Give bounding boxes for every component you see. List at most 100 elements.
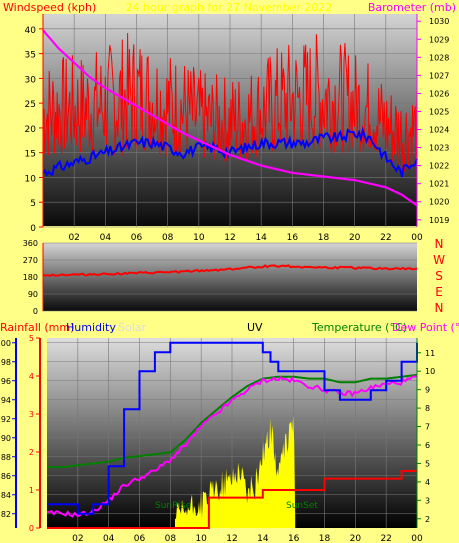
barometer-tick-label: 1030 <box>429 17 449 26</box>
humidity-tick-label: 100 <box>0 339 11 348</box>
sunrise-label: SunRise <box>155 501 192 511</box>
temperature-line <box>47 373 418 469</box>
wind-x-tick-label: 18 <box>318 233 330 243</box>
climate-x-tick-label: 22 <box>380 534 391 543</box>
temperature-tick-label: 2 <box>425 515 430 524</box>
barometer-tick-label: 1027 <box>429 71 449 80</box>
compass-labels: N W S E N <box>433 237 445 315</box>
climate-x-tick-label: 04 <box>103 534 115 543</box>
temperature-tick-label: 6 <box>425 441 430 450</box>
wind-x-tick-label: 20 <box>349 233 361 243</box>
windspeed-axis-label: Windspeed (kph) <box>3 1 96 14</box>
uv-label: UV <box>247 321 263 334</box>
barometer-tick-label: 1020 <box>429 198 449 207</box>
barometer-tick-label: 1026 <box>429 89 449 98</box>
direction-tick-label: 270 <box>23 256 38 265</box>
rainfall-tick-label: 1 <box>29 486 34 495</box>
compass-n-top: N <box>435 237 444 251</box>
rainfall-tick-label: 2 <box>29 448 34 457</box>
humidity-tick-label: 92 <box>1 415 11 424</box>
climate-x-tick-label: 12 <box>226 534 237 543</box>
wind-x-tick-label: 04 <box>100 233 112 243</box>
humidity-tick-label: 82 <box>1 510 11 519</box>
direction-tick-label: 180 <box>23 273 38 282</box>
barometer-tick-label: 1029 <box>429 35 449 44</box>
barometer-tick-label: 1028 <box>429 53 449 62</box>
chart-title: 24 hour graph for 27 November 2022 <box>126 1 333 14</box>
climate-x-tick-label: 20 <box>350 534 362 543</box>
climate-x-tick-label: 02 <box>72 534 83 543</box>
rainfall-tick-label: 0 <box>29 524 34 533</box>
rainfall-tick-label: 3 <box>29 410 34 419</box>
barometer-tick-label: 1019 <box>429 216 449 225</box>
windspeed-tick-label: 30 <box>25 75 37 85</box>
rainfall-tick-label: 5 <box>29 334 34 343</box>
humidity-tick-label: 94 <box>1 396 11 405</box>
windspeed-tick-label: 35 <box>25 51 36 61</box>
humidity-tick-label: 98 <box>1 358 11 367</box>
climate-x-tick-label: 18 <box>319 534 331 543</box>
temperature-tick-label: 3 <box>425 496 430 505</box>
temperature-tick-label: 8 <box>425 404 430 413</box>
wind-x-tick-label: 10 <box>193 233 205 243</box>
temperature-label: Temperature (°C) <box>311 321 407 334</box>
temperature-tick-label: 4 <box>425 478 430 487</box>
humidity-tick-label: 86 <box>1 472 11 481</box>
compass-s: S <box>435 269 443 283</box>
temperature-tick-label: 5 <box>425 459 430 468</box>
climate-x-tick-label: 10 <box>195 534 207 543</box>
humidity-tick-label: 90 <box>1 434 11 443</box>
wind-direction-line <box>42 264 418 277</box>
plot-lines <box>42 29 418 529</box>
sunset-label: SunSet <box>286 501 318 511</box>
windspeed-tick-label: 5 <box>30 199 36 209</box>
barometer-axis-label: Barometer (mb) <box>368 1 456 14</box>
humidity-label: Humidity <box>66 321 116 334</box>
windspeed-line <box>42 32 418 172</box>
windspeed-tick-label: 20 <box>25 125 37 135</box>
climate-x-tick-label: 16 <box>288 534 300 543</box>
rainfall-label: Rainfall (mm) <box>0 321 74 334</box>
windspeed-tick-label: 0 <box>30 224 36 234</box>
direction-tick-label: 0 <box>33 307 38 316</box>
climate-x-tick-label: 08 <box>165 534 177 543</box>
direction-tick-label: 360 <box>23 239 38 248</box>
humidity-tick-label: 88 <box>1 453 11 462</box>
climate-x-tick-label: 06 <box>134 534 146 543</box>
barometer-line <box>42 29 418 207</box>
compass-w: W <box>433 253 445 267</box>
rainfall-line <box>47 470 417 529</box>
temperature-tick-label: 7 <box>425 423 430 432</box>
rainfall-tick-label: 4 <box>29 372 34 381</box>
compass-n-bottom: N <box>435 301 444 315</box>
average-windspeed-line <box>42 126 418 178</box>
solar-area <box>175 415 296 528</box>
compass-e: E <box>435 285 443 299</box>
wind-x-tick-label: 16 <box>287 233 299 243</box>
barometer-tick-label: 1022 <box>429 162 449 171</box>
direction-tick-label: 90 <box>28 290 38 299</box>
wind-x-tick-label: 12 <box>224 233 235 243</box>
climate-x-tick-label: 00 <box>411 534 423 543</box>
humidity-line <box>47 341 418 515</box>
wind-x-tick-label: 06 <box>131 233 143 243</box>
axis-ticks: 0510152025303540101910201021102210231024… <box>0 17 449 543</box>
humidity-tick-label: 84 <box>1 491 11 500</box>
barometer-tick-label: 1023 <box>429 144 449 153</box>
solar-label: Solar <box>118 321 147 334</box>
wind-x-tick-label: 08 <box>162 233 174 243</box>
windspeed-tick-label: 40 <box>25 26 37 36</box>
humidity-tick-label: 96 <box>1 377 11 386</box>
wind-x-tick-label: 22 <box>380 233 391 243</box>
windspeed-tick-label: 15 <box>25 150 36 160</box>
windspeed-tick-label: 25 <box>25 100 36 110</box>
barometer-tick-label: 1025 <box>429 107 449 116</box>
barometer-tick-label: 1021 <box>429 180 449 189</box>
climate-x-tick-label: 14 <box>257 534 269 543</box>
temperature-tick-label: 11 <box>425 349 435 358</box>
dew-point-label: Dew Point (°C) <box>392 321 459 334</box>
barometer-tick-label: 1024 <box>429 126 449 135</box>
temperature-tick-label: 9 <box>425 386 430 395</box>
